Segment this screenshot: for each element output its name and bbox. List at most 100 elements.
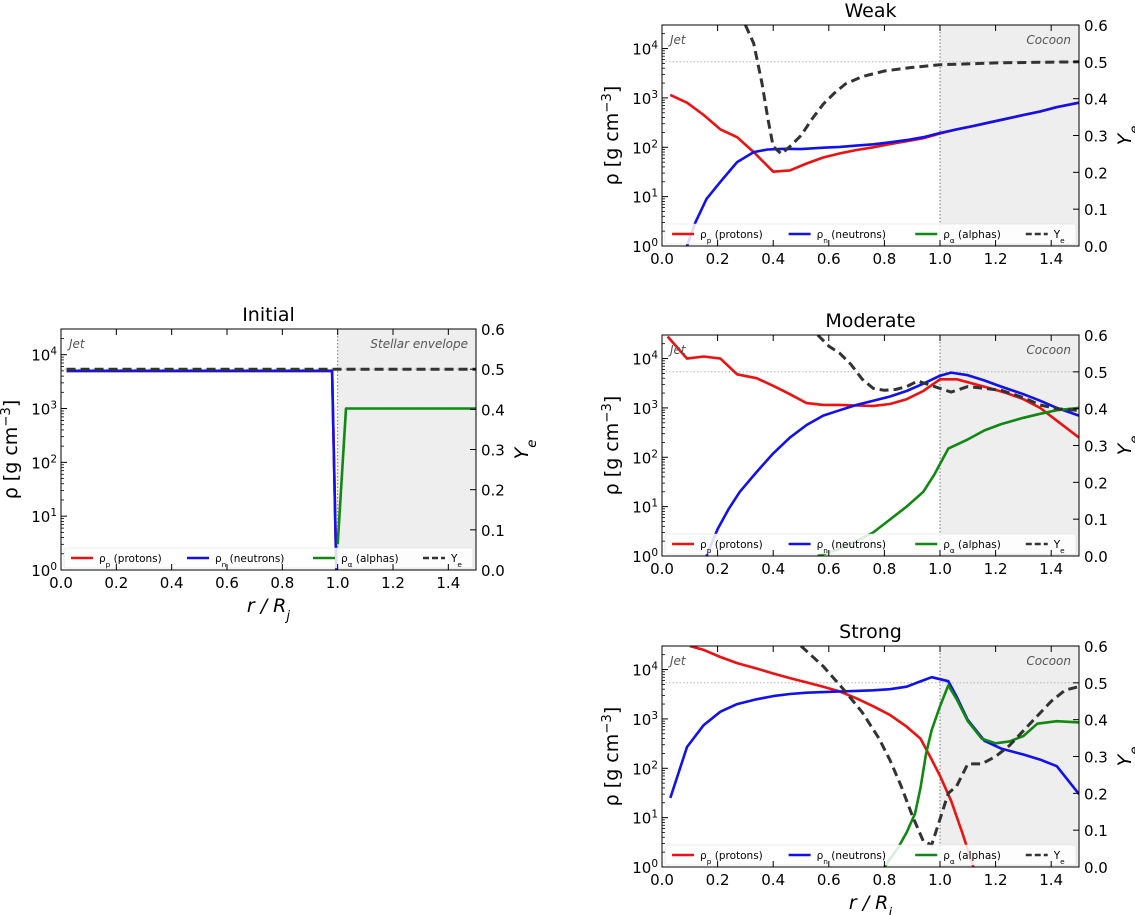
legend-label-neutrons: ρn (neutrons) [817, 850, 886, 866]
x-tick-label: 0.0 [650, 250, 674, 268]
x-tick-label: 0.2 [104, 574, 128, 592]
legend-label-protons: ρp (protons) [99, 553, 162, 569]
y-right-tick-label: 0.2 [1084, 785, 1108, 803]
y-right-tick-label: 0.2 [481, 482, 505, 500]
legend-label-neutrons: ρn (neutrons) [817, 539, 886, 555]
series-line-ye [816, 335, 1079, 412]
y-left-axis-label: ρ [g cm−3] [600, 86, 624, 186]
y-left-axis-label: ρ [g cm−3] [0, 400, 22, 500]
y-left-tick-label: 100 [632, 858, 658, 877]
y-left-tick-label: 104 [632, 40, 658, 59]
x-tick-label: 0.0 [650, 560, 674, 578]
series-line-alphas [336, 407, 476, 545]
y-right-tick-label: 0.3 [1084, 128, 1108, 146]
y-left-tick-label: 102 [632, 759, 658, 778]
chart-title: Weak [844, 0, 896, 22]
x-tick-label: 0.4 [761, 871, 785, 889]
legend: ρp (protons) ρn (neutrons) ρα (alphas) Ye [664, 844, 1077, 866]
x-tick-label: 0.8 [872, 250, 896, 268]
x-tick-label: 0.6 [817, 560, 841, 578]
y-right-tick-label: 0.5 [1084, 54, 1108, 72]
y-right-tick-label: 0.1 [481, 522, 505, 540]
legend-label-ye: Ye [450, 553, 462, 569]
x-tick-label: 1.0 [928, 871, 952, 889]
x-tick-label: 1.0 [928, 560, 952, 578]
x-tick-label: 0.2 [706, 560, 730, 578]
y-left-tick-label: 100 [632, 547, 658, 566]
y-right-tick-label: 0.1 [1084, 511, 1108, 529]
shaded-region [940, 25, 1079, 246]
y-right-axis-label: Ye [1114, 436, 1135, 456]
x-tick-label: 0.2 [706, 871, 730, 889]
y-right-tick-label: 0.0 [1084, 859, 1108, 877]
y-right-tick-label: 0.4 [1084, 91, 1108, 109]
y-right-axis-label: Ye [1114, 126, 1135, 146]
panel-strong: Jet Cocoon ρp (protons) ρn (neutrons) ρα (al… [600, 621, 1135, 915]
x-tick-label: 1.2 [984, 560, 1008, 578]
y-left-tick-label: 104 [632, 350, 658, 369]
region-label-left: Jet [668, 33, 687, 47]
y-right-tick-label: 0.1 [1084, 201, 1108, 219]
y-right-tick-label: 0.3 [1084, 438, 1108, 456]
y-right-axis-label: Ye [1114, 747, 1135, 767]
x-axis-label: r / Rj [247, 595, 291, 624]
legend-label-ye: Ye [1053, 850, 1065, 866]
panel-moderate: Jet Cocoon ρp (protons) ρn (neutrons) ρα (al… [600, 310, 1135, 578]
x-tick-label: 1.4 [1039, 560, 1063, 578]
panel-weak: Jet Cocoon ρp (protons) ρn (neutrons) ρα (al… [600, 0, 1135, 268]
x-tick-label: 0.4 [761, 250, 785, 268]
x-tick-label: 1.0 [326, 574, 350, 592]
y-left-tick-label: 103 [632, 710, 658, 729]
x-tick-label: 0.6 [817, 250, 841, 268]
chart-title: Moderate [825, 310, 915, 332]
y-left-tick-label: 102 [632, 448, 658, 467]
x-tick-label: 0.0 [650, 871, 674, 889]
x-tick-label: 0.8 [872, 560, 896, 578]
legend-label-protons: ρp (protons) [700, 229, 763, 245]
x-tick-label: 1.0 [928, 250, 952, 268]
x-tick-label: 1.2 [381, 574, 405, 592]
series-line-ye [799, 646, 1079, 847]
y-left-tick-label: 103 [632, 89, 658, 108]
region-label-left: Jet [668, 343, 687, 357]
shaded-region [940, 335, 1079, 556]
series-line-neutrons [669, 675, 1079, 799]
x-tick-label: 0.8 [270, 574, 294, 592]
y-right-tick-label: 0.0 [1084, 238, 1108, 256]
shaded-region [940, 646, 1079, 867]
x-tick-label: 1.4 [436, 574, 460, 592]
y-left-tick-label: 103 [31, 400, 57, 419]
y-left-axis-label: ρ [g cm−3] [600, 707, 624, 807]
series-line-neutrons [66, 369, 338, 570]
x-tick-label: 1.2 [984, 250, 1008, 268]
legend-label-alphas: ρα (alphas) [341, 553, 399, 569]
y-left-tick-label: 102 [632, 138, 658, 157]
legend-label-alphas: ρα (alphas) [943, 539, 1001, 555]
x-tick-label: 1.2 [984, 871, 1008, 889]
y-left-tick-label: 101 [632, 809, 658, 828]
region-label-left: Jet [67, 337, 86, 351]
legend-label-alphas: ρα (alphas) [943, 229, 1001, 245]
region-label-right: Stellar envelope [370, 337, 468, 351]
legend-label-ye: Ye [1053, 229, 1065, 245]
chart-title: Initial [242, 304, 295, 326]
x-axis-label: r / Rj [849, 892, 893, 915]
legend: ρp (protons) ρn (neutrons) ρα (alphas) Ye [664, 533, 1077, 555]
x-tick-label: 0.8 [872, 871, 896, 889]
y-right-tick-label: 0.0 [481, 562, 505, 580]
x-tick-label: 0.4 [761, 560, 785, 578]
legend-label-protons: ρp (protons) [700, 850, 763, 866]
x-tick-label: 1.4 [1039, 250, 1063, 268]
y-right-axis-label: Ye [511, 440, 540, 460]
x-tick-label: 1.4 [1039, 871, 1063, 889]
y-left-tick-label: 102 [31, 453, 57, 472]
y-left-axis-label: ρ [g cm−3] [600, 396, 624, 496]
legend-label-protons: ρp (protons) [700, 539, 763, 555]
y-right-tick-label: 0.0 [1084, 548, 1108, 566]
series-line-neutrons [705, 371, 1079, 556]
y-left-tick-label: 100 [31, 561, 57, 580]
y-right-tick-label: 0.1 [1084, 822, 1108, 840]
region-label-right: Cocoon [1026, 654, 1071, 668]
y-left-tick-label: 100 [632, 237, 658, 256]
